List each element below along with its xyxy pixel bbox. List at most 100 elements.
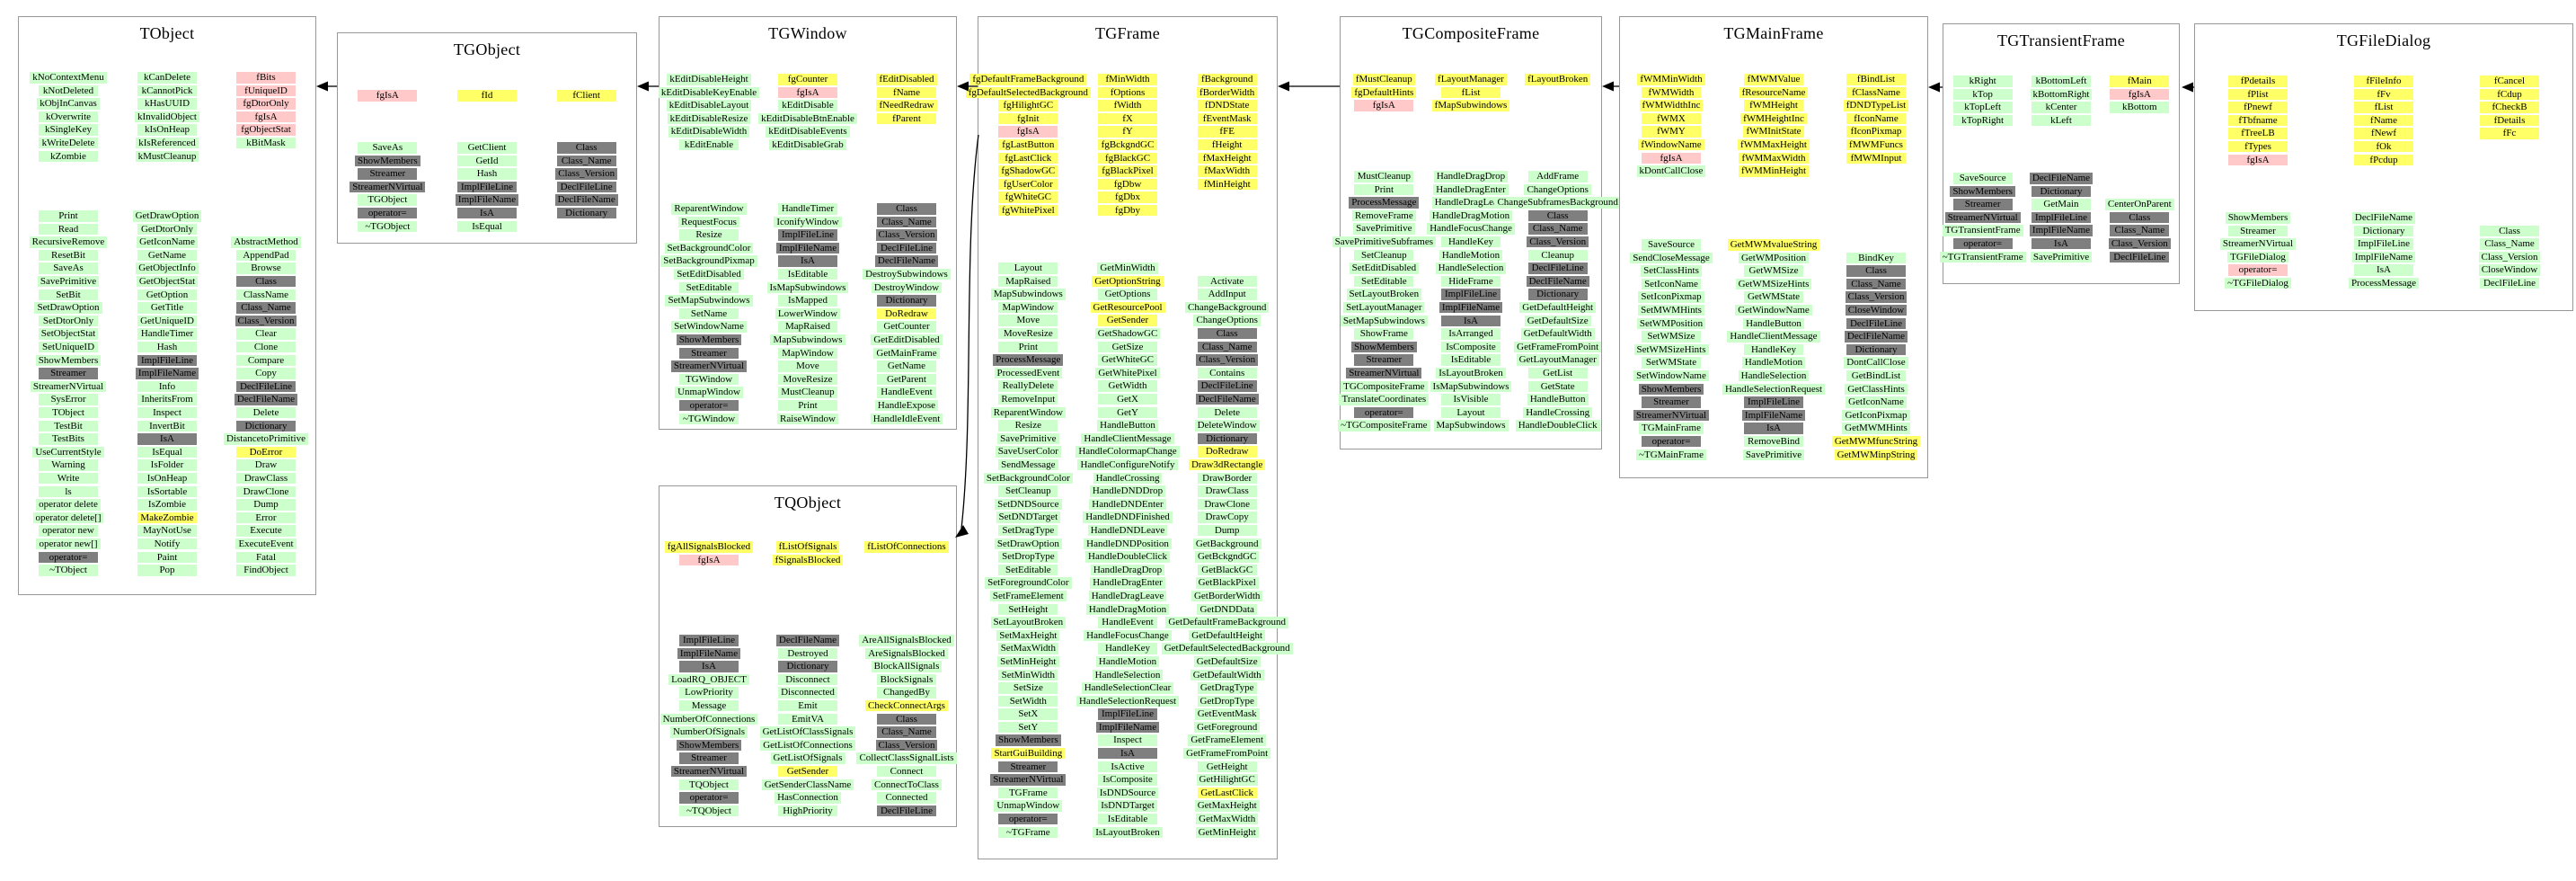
- member-fclient[interactable]: fClient: [556, 90, 616, 102]
- method-disconnected[interactable]: Disconnected: [778, 687, 837, 699]
- method-class-version[interactable]: Class_Version: [875, 739, 938, 752]
- method-hash[interactable]: Hash: [457, 168, 517, 180]
- method-doerror[interactable]: DoError: [236, 446, 296, 458]
- method-setwindowname[interactable]: SetWindowName: [671, 321, 747, 333]
- member-fminheight[interactable]: fMinHeight: [1197, 178, 1257, 191]
- method-isdndsource[interactable]: IsDNDSource: [1096, 787, 1159, 799]
- method-hideframe[interactable]: HideFrame: [1441, 275, 1500, 288]
- method-issortable[interactable]: IsSortable: [137, 485, 197, 497]
- method-tgmainframe[interactable]: TGMainFrame: [1639, 423, 1704, 434]
- method-getdroptype[interactable]: GetDropType: [1197, 695, 1257, 707]
- method-implfilename[interactable]: ImplFileName: [2351, 251, 2416, 263]
- method-declfileline[interactable]: DeclFileLine: [877, 805, 936, 817]
- method-processmessage[interactable]: ProcessMessage: [1349, 197, 1420, 209]
- method-setdndsource[interactable]: SetDNDSource: [995, 498, 1062, 511]
- method-setdtoronly[interactable]: SetDtorOnly: [39, 315, 98, 327]
- method-paint[interactable]: Paint: [137, 551, 197, 563]
- member-fcancel[interactable]: fCancel: [2480, 76, 2539, 87]
- member-fheight[interactable]: fHeight: [1197, 139, 1257, 151]
- method-seteditdisabled[interactable]: SetEditDisabled: [674, 269, 744, 280]
- method-streamernvirtual[interactable]: StreamerNVirtual: [1346, 368, 1422, 379]
- member-ftbfname[interactable]: fTbfname: [2228, 114, 2288, 127]
- member-fglastbutton[interactable]: fgLastButton: [998, 139, 1058, 151]
- member-kzombie[interactable]: kZombie: [39, 150, 98, 163]
- method-closewindow[interactable]: CloseWindow: [2478, 264, 2541, 276]
- method-aresignalsblocked[interactable]: AreSignalsBlocked: [865, 647, 948, 660]
- member-fpcdup[interactable]: fPcdup: [2354, 154, 2413, 166]
- method-handleselectionrequest[interactable]: HandleSelectionRequest: [1076, 695, 1180, 707]
- method-tgtransientframe[interactable]: TGTransientFrame: [1942, 225, 2023, 236]
- method-isfolder[interactable]: IsFolder: [137, 459, 197, 471]
- method-abstractmethod[interactable]: AbstractMethod: [231, 236, 301, 248]
- method-operator[interactable]: operator=: [1642, 436, 1701, 448]
- method-sety[interactable]: SetY: [998, 721, 1058, 734]
- method-bindkey[interactable]: BindKey: [1846, 252, 1906, 264]
- member-ktopright[interactable]: kTopRight: [1952, 114, 2013, 127]
- method-declfilename[interactable]: DeclFileName: [234, 394, 298, 405]
- method-getdrawoption[interactable]: GetDrawOption: [132, 210, 202, 222]
- method-getwmsize[interactable]: GetWMSize: [1744, 265, 1803, 277]
- member-fpnewf[interactable]: fPnewf: [2228, 102, 2288, 113]
- method-cleanup[interactable]: Cleanup: [1527, 249, 1588, 262]
- method-getmaxwidth[interactable]: GetMaxWidth: [1196, 814, 1259, 825]
- method-seticonpixmap[interactable]: SetIconPixmap: [1638, 291, 1704, 303]
- method-mustcleanup[interactable]: MustCleanup: [1354, 171, 1414, 182]
- method-setlayoutbroken[interactable]: SetLayoutBroken: [990, 617, 1067, 628]
- method-handlekey[interactable]: HandleKey: [1098, 643, 1157, 654]
- method-showmembers[interactable]: ShowMembers: [355, 155, 420, 167]
- method-setsize[interactable]: SetSize: [998, 682, 1058, 694]
- member-fmustcleanup[interactable]: fMustCleanup: [1352, 74, 1415, 85]
- method-handlecolormapchange[interactable]: HandleColormapChange: [1076, 446, 1180, 458]
- member-fdndstate[interactable]: fDNDState: [1197, 100, 1257, 111]
- method-resetbit[interactable]: ResetBit: [39, 249, 98, 262]
- method-getsender[interactable]: GetSender: [1098, 315, 1157, 326]
- method-class-name[interactable]: Class_Name: [236, 302, 296, 314]
- method-addframe[interactable]: AddFrame: [1527, 171, 1588, 182]
- member-fgwhitegc[interactable]: fgWhiteGC: [998, 191, 1058, 203]
- method-geteditdisabled[interactable]: GetEditDisabled: [871, 334, 943, 346]
- method-implfileline[interactable]: ImplFileLine: [1744, 396, 1803, 408]
- method-changeoptions[interactable]: ChangeOptions: [1193, 315, 1261, 326]
- method-getcounter[interactable]: GetCounter: [877, 321, 936, 333]
- method-getid[interactable]: GetId: [457, 155, 517, 167]
- method-unmapwindow[interactable]: UnmapWindow: [675, 387, 743, 398]
- method-dictionary[interactable]: Dictionary: [1846, 343, 1906, 356]
- method-showmembers[interactable]: ShowMembers: [1950, 185, 2015, 198]
- member-kwritedelete[interactable]: kWriteDelete: [39, 138, 98, 149]
- member-fgobjectstat[interactable]: fgObjectStat: [236, 124, 296, 136]
- method-operator[interactable]: operator=: [679, 792, 739, 804]
- method-class[interactable]: Class: [877, 203, 936, 215]
- method-getframefrompoint[interactable]: GetFrameFromPoint: [1183, 748, 1271, 760]
- method-setforegroundcolor[interactable]: SetForegroundColor: [985, 577, 1072, 589]
- method-getlistofclasssignals[interactable]: GetListOfClassSignals: [759, 726, 856, 738]
- method-tgfiledialog[interactable]: ~TGFileDialog: [2225, 278, 2291, 289]
- method-getsenderclassname[interactable]: GetSenderClassName: [761, 779, 854, 791]
- method-getoptions[interactable]: GetOptions: [1098, 289, 1157, 300]
- method-islayoutbroken[interactable]: IsLayoutBroken: [1436, 368, 1506, 379]
- method-lowerwindow[interactable]: LowerWindow: [775, 307, 841, 320]
- method-mapraised[interactable]: MapRaised: [998, 275, 1058, 288]
- member-fname[interactable]: fName: [877, 86, 936, 99]
- method-geticonpixmap[interactable]: GetIconPixmap: [1842, 409, 1910, 422]
- method-tgcompositeframe[interactable]: TGCompositeFrame: [1341, 380, 1428, 392]
- method-class-version[interactable]: Class_Version: [2108, 238, 2171, 250]
- method-iscomposite[interactable]: IsComposite: [1098, 774, 1157, 786]
- method-operator[interactable]: operator=: [2228, 264, 2288, 276]
- method-handleclientmessage[interactable]: HandleClientMessage: [1081, 432, 1174, 445]
- method-clear[interactable]: Clear: [236, 328, 296, 340]
- method-handledndfinished[interactable]: HandleDNDFinished: [1083, 512, 1173, 523]
- method-handlecrossing[interactable]: HandleCrossing: [1093, 472, 1163, 484]
- method-getbackground[interactable]: GetBackground: [1192, 538, 1261, 549]
- member-kbottomleft[interactable]: kBottomLeft: [2031, 76, 2091, 87]
- method-getresourcepool[interactable]: GetResourcePool: [1090, 301, 1165, 314]
- method-tgframe[interactable]: ~TGFrame: [998, 826, 1058, 839]
- method-getstate[interactable]: GetState: [1527, 380, 1588, 392]
- method-class-version[interactable]: Class_Version: [1196, 354, 1259, 366]
- method-getmwmhints[interactable]: GetMWMHints: [1842, 423, 1910, 434]
- method-compare[interactable]: Compare: [236, 354, 296, 367]
- method-isarranged[interactable]: IsArranged: [1441, 328, 1500, 340]
- method-setmwmhints[interactable]: SetMWMHints: [1638, 305, 1704, 316]
- member-keditenable[interactable]: kEditEnable: [679, 139, 739, 151]
- method-setmapsubwindows[interactable]: SetMapSubwindows: [665, 295, 753, 307]
- method-getwmstate[interactable]: GetWMState: [1744, 291, 1803, 303]
